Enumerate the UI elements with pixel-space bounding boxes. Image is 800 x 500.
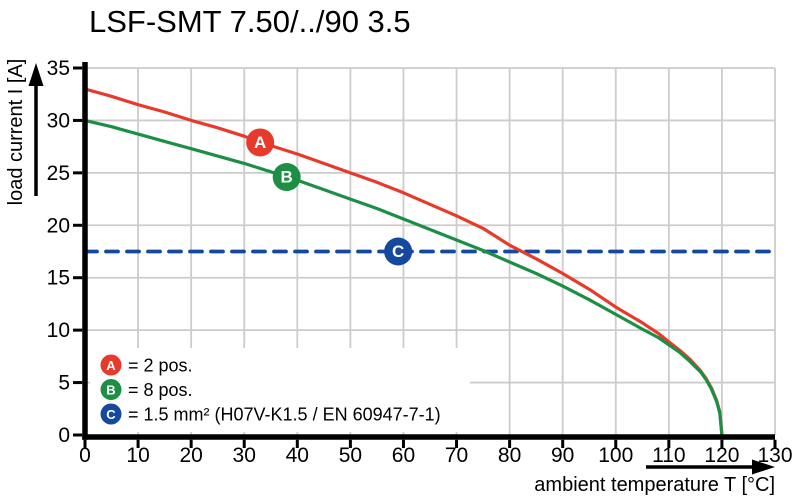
x-axis-label: ambient temperature T [°C] <box>534 474 775 496</box>
x-tick-label: 40 <box>286 444 309 467</box>
curve-marker-letter-C: C <box>392 242 404 261</box>
legend-marker-B <box>100 379 122 400</box>
y-tick-label: 25 <box>47 162 70 185</box>
y-tick-label: 0 <box>58 424 70 447</box>
y-tick-label: 35 <box>47 57 70 80</box>
x-tick-label: 80 <box>498 444 521 467</box>
curve-marker-B <box>272 163 301 192</box>
x-tick-label: 120 <box>704 444 739 467</box>
legend-text-B: = 8 pos. <box>128 380 193 400</box>
legend-marker-A <box>100 354 122 376</box>
chart-title: LSF-SMT 7.50/../90 3.5 <box>89 4 411 39</box>
curve-marker-letter-B: B <box>281 168 293 187</box>
y-tick-label: 10 <box>47 319 70 342</box>
y-axis-label: load current I [A] <box>5 59 27 206</box>
x-tick-label: 90 <box>551 444 574 467</box>
x-axis-arrow <box>646 459 775 475</box>
legend-text-C: = 1.5 mm² (H07V-K1.5 / EN 60947-7-1) <box>128 405 441 425</box>
x-tick-label: 100 <box>598 444 633 467</box>
legend-marker-C <box>100 403 122 425</box>
chart-generated-content: 0 10 20 30 40 50 60 70 80 90 100 110 120 130 0 5 10 15 20 2… <box>47 57 793 467</box>
series-curve-B <box>83 118 724 437</box>
legend-letter-A: A <box>106 358 116 373</box>
x-tick-label: 10 <box>126 444 149 467</box>
x-tick-label: 130 <box>757 444 792 467</box>
legend-letter-C: C <box>106 407 116 422</box>
y-axis-arrow <box>28 63 44 196</box>
x-tick-label: 110 <box>652 444 685 467</box>
x-tick-label: 60 <box>392 444 415 467</box>
x-tick-label: 20 <box>179 444 202 467</box>
x-tick-label: 0 <box>79 444 91 467</box>
curve-marker-C <box>384 237 413 266</box>
y-tick-label: 5 <box>58 372 70 395</box>
x-tick-label: 70 <box>445 444 468 467</box>
y-tick-label: 20 <box>47 214 70 237</box>
legend-text-A: = 2 pos. <box>128 356 193 376</box>
x-tick-label: 30 <box>233 444 256 467</box>
y-tick-label: 15 <box>47 267 70 290</box>
x-tick-label: 50 <box>339 444 362 467</box>
y-tick-label: 30 <box>47 109 70 132</box>
legend-letter-B: B <box>106 382 115 397</box>
legend-box <box>90 348 470 432</box>
curve-marker-letter-A: A <box>254 133 266 152</box>
curve-marker-A <box>246 128 275 157</box>
